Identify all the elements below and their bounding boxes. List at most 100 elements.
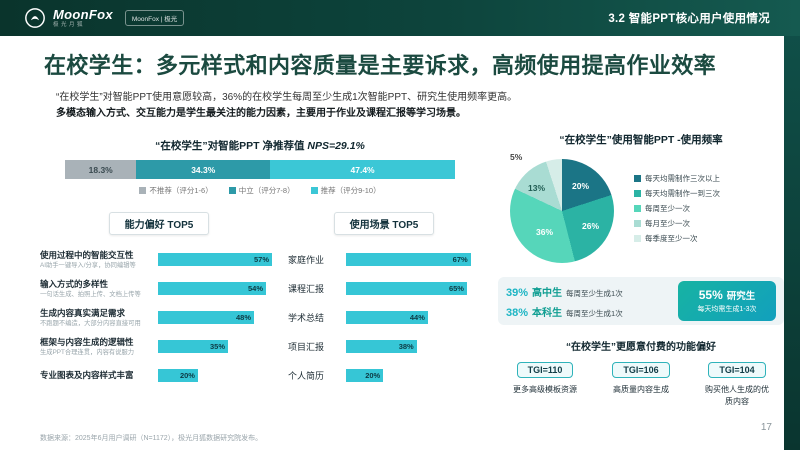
bar-track: 20% [346, 369, 480, 382]
legend-item: 每天均需制作一到三次 [634, 189, 784, 198]
legend-label: 不推荐（评分1-6） [149, 186, 213, 195]
ability-label-main: 生成内容真实满足需求 [40, 307, 126, 318]
nps-segment-detractor: 18.3% [65, 160, 137, 179]
scene-top5-header: 使用场景 TOP5 [333, 212, 435, 235]
ability-label: 生成内容真实满足需求 不跑题不编造，大部分内容直接可用 [40, 308, 158, 327]
scene-bar-row: 个人简历 20% [288, 361, 480, 390]
bar-track: 35% [158, 340, 278, 353]
brand-text: MoonFox 极光月狐 [53, 8, 113, 29]
ability-label: 使用过程中的智能交互性 AI助手一键导入/分享，协同编辑等 [40, 250, 158, 269]
page-number: 17 [760, 422, 772, 433]
bar-track: 38% [346, 340, 480, 353]
legend-item: 推荐（评分9-10） [310, 185, 381, 196]
brand-subtitle: 极光月狐 [53, 21, 86, 28]
subtitle-line2-suffix: 等学习场景。 [406, 108, 466, 119]
ability-label-sub: 一句话生成、拍照上传、文档上传等 [40, 290, 141, 298]
legend-swatch [634, 234, 641, 242]
scene-bar: 44% [346, 311, 428, 324]
legend-label: 每周至少一次 [645, 203, 690, 213]
stats-left: 39% 高中生 每周至少生成1次 38% 本科生 每周至少生成1次 [506, 284, 670, 319]
nps-value: NPS=29.1% [307, 140, 365, 152]
ability-label-main: 使用过程中的智能交互性 [40, 249, 134, 260]
subtitle-line1: “在校学生”对智能PPT使用意愿较高，36%的在校学生每周至少生成1次智能PPT… [56, 92, 518, 103]
legend-swatch [634, 189, 641, 197]
payment-desc: 购买他人生成的优质内容 [705, 385, 769, 406]
nps-title-text: “在校学生”对智能PPT 净推荐值 [155, 140, 308, 152]
legend-item: 每季度至少一次 [634, 234, 784, 243]
ability-label-sub: 不跑题不编造，大部分内容直接可用 [40, 319, 141, 327]
legend-swatch-neutral [228, 187, 236, 194]
stat-group: 本科生 [532, 307, 563, 319]
legend-swatch-promoter [310, 187, 318, 194]
ability-bar-row: 专业图表及内容样式丰富 20% [40, 361, 278, 390]
page-title: 在校学生：多元样式和内容质量是主要诉求，高频使用提高作业效率 [44, 53, 717, 78]
payment-cards: TGI=110 更多高级模板资源 TGI=106 高质量内容生成 TGI=104… [498, 362, 784, 407]
bar-track: 65% [346, 282, 480, 295]
ability-bar: 48% [158, 311, 254, 324]
scene-header-wrap: 使用场景 TOP5 [288, 212, 480, 235]
scene-top5-chart: 使用场景 TOP5 家庭作业 67% 课程汇报 65% 学术总结 44% 项目汇… [288, 212, 480, 390]
highlight-top: 55% 研究生 [699, 288, 756, 302]
subtitle-line2-prefix: 多模态输入方式、交互能力是学生最关注的能力因素，主要用于 [56, 108, 336, 119]
pie-label: 13% [528, 183, 546, 193]
nps-chart-title: “在校学生”对智能PPT 净推荐值 NPS=29.1% [40, 138, 480, 153]
top5-columns: 能力偏好 TOP5 使用过程中的智能交互性 AI助手一键导入/分享，协同编辑等 … [40, 212, 480, 390]
payment-card: TGI=110 更多高级模板资源 [500, 362, 590, 407]
stat-percent: 38% [506, 306, 529, 319]
tgi-badge: TGI=104 [708, 362, 766, 378]
legend-swatch [634, 219, 641, 227]
bar-track: 67% [346, 253, 480, 266]
right-panel: “在校学生”使用智能PPT -使用频率 20% 26% 36% 13% 5% 每… [498, 132, 784, 407]
nps-segment-promoter: 47.4% [270, 160, 455, 179]
bar-track: 54% [158, 282, 278, 295]
legend-swatch [634, 174, 641, 182]
ability-label: 输入方式的多样性 一句话生成、拍照上传、文档上传等 [40, 279, 158, 298]
payment-desc: 高质量内容生成 [613, 385, 669, 394]
brand-lockup: MoonFox 极光月狐 MoonFox | 极光 [24, 7, 185, 29]
legend-item: 每月至少一次 [634, 219, 784, 228]
scene-bar-row: 学术总结 44% [288, 303, 480, 332]
stat-row: 39% 高中生 每周至少生成1次 [506, 284, 670, 299]
legend-item: 中立（评分7-8） [228, 185, 295, 196]
bar-track: 57% [158, 253, 278, 266]
ability-bar-row: 使用过程中的智能交互性 AI助手一键导入/分享，协同编辑等 57% [40, 245, 278, 274]
ability-label-sub: AI助手一键导入/分享，协同编辑等 [40, 261, 136, 269]
legend-swatch [634, 204, 641, 212]
legend-swatch-detractor [139, 187, 147, 194]
scene-bar-row: 课程汇报 65% [288, 274, 480, 303]
ability-bar-row: 框架与内容生成的逻辑性 生成PPT合理连贯，内容有说服力 35% [40, 332, 278, 361]
left-panel: “在校学生”对智能PPT 净推荐值 NPS=29.1% 18.3% 34.3% … [40, 138, 480, 390]
ability-label: 专业图表及内容样式丰富 [40, 370, 158, 382]
section-title: 3.2 智能PPT核心用户使用情况 [608, 13, 770, 25]
highlight-group: 研究生 [726, 291, 756, 302]
legend-label: 每天均需制作一到三次 [645, 188, 720, 198]
stat-percent: 39% [506, 286, 529, 299]
right-edge-band [784, 0, 800, 450]
scene-label: 课程汇报 [288, 284, 325, 294]
subtitle-line2: 多模态输入方式、交互能力是学生最关注的能力因素，主要用于作业及课程汇报等学习场景… [56, 104, 466, 119]
legend-label: 推荐（评分9-10） [320, 186, 381, 195]
legend-label: 中立（评分7-8） [238, 186, 295, 195]
frequency-chart-title: “在校学生”使用智能PPT -使用频率 [559, 134, 723, 146]
scene-label: 学术总结 [288, 313, 325, 323]
pie-label: 20% [572, 181, 590, 191]
student-stats-box: 39% 高中生 每周至少生成1次 38% 本科生 每周至少生成1次 55% 研究… [498, 277, 784, 325]
pie-label: 26% [582, 221, 600, 231]
pie-label: 5% [510, 152, 523, 162]
legend-item: 每天均需制作三次以上 [634, 174, 784, 183]
frequency-pie-block: 20% 26% 36% 13% 5% 每天均需制作三次以上 每天均需制作一到三次… [498, 152, 784, 267]
stat-row: 38% 本科生 每周至少生成1次 [506, 304, 670, 319]
nps-legend: 不推荐（评分1-6） 中立（评分7-8） 推荐（评分9-10） [40, 185, 480, 196]
brand-badge: MoonFox | 极光 [124, 10, 185, 26]
ability-label-main: 输入方式的多样性 [40, 278, 109, 289]
pie-label: 36% [536, 227, 554, 237]
tgi-badge: TGI=106 [612, 362, 670, 378]
scene-bar: 38% [346, 340, 417, 353]
bar-track: 20% [158, 369, 278, 382]
legend-item: 每周至少一次 [634, 204, 784, 213]
pie-wrap: 20% 26% 36% 13% 5% [502, 152, 622, 267]
scene-label: 个人简历 [288, 371, 325, 381]
ability-header-wrap: 能力偏好 TOP5 [40, 212, 278, 235]
scene-bar: 65% [346, 282, 467, 295]
